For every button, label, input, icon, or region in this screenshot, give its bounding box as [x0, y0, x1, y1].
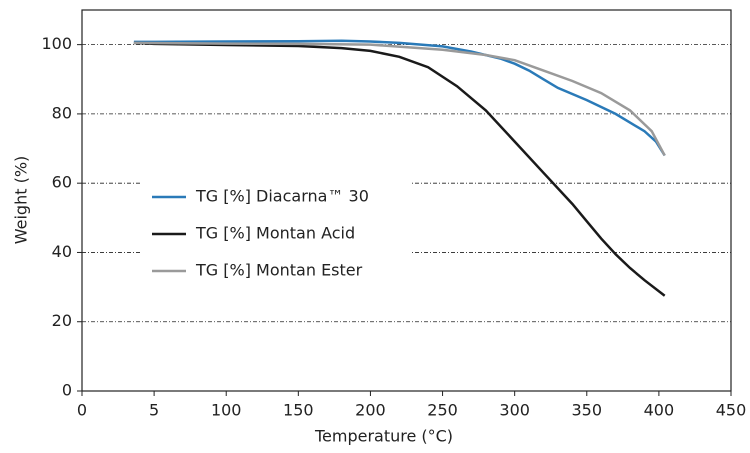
- y-tick-label: 0: [62, 381, 72, 400]
- y-tick-label: 20: [52, 311, 72, 330]
- legend-box: [140, 180, 410, 292]
- x-tick-label: 350: [572, 401, 603, 420]
- line: [133, 41, 666, 157]
- y-tick-label: 80: [52, 103, 72, 122]
- line: [133, 41, 666, 297]
- y-tick-label: 100: [41, 34, 72, 53]
- x-tick-label: 450: [716, 401, 747, 420]
- x-tick-label: 150: [283, 401, 314, 420]
- legend-label: TG [%] Diacarna™ 30: [195, 187, 369, 206]
- x-tick-label: 300: [499, 401, 530, 420]
- y-axis-label: Weight (%): [12, 156, 31, 245]
- plot-frame: [81, 9, 732, 392]
- y-tick-label: 60: [52, 173, 72, 192]
- legend-label: TG [%] Montan Acid: [195, 224, 355, 243]
- x-tick-label: 400: [644, 401, 675, 420]
- x-tick-label: 100: [211, 401, 242, 420]
- y-tick-label: 40: [52, 242, 72, 261]
- line: [133, 39, 666, 157]
- x-axis-label: Temperature (°C): [314, 427, 453, 446]
- legend-label: TG [%] Montan Ester: [195, 261, 363, 280]
- x-tick-label: 5: [149, 401, 159, 420]
- x-tick-label: 200: [355, 401, 386, 420]
- x-tick-label: 0: [77, 401, 87, 420]
- x-tick-label: 250: [427, 401, 458, 420]
